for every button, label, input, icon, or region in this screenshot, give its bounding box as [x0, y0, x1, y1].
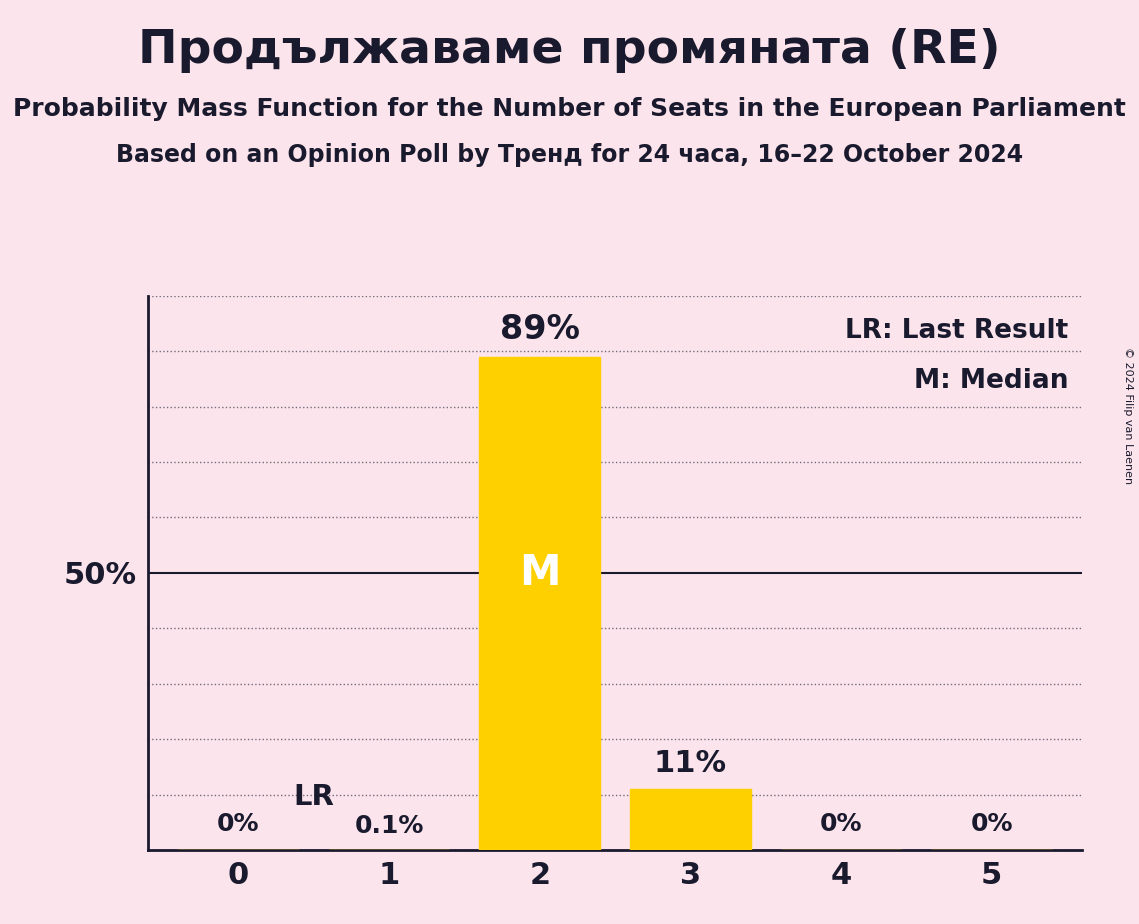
Text: 11%: 11% — [654, 749, 727, 778]
Text: Based on an Opinion Poll by Тренд for 24 часа, 16–22 October 2024: Based on an Opinion Poll by Тренд for 24… — [116, 143, 1023, 167]
Text: 0%: 0% — [218, 812, 260, 836]
Text: 0.1%: 0.1% — [354, 814, 424, 838]
Text: LR: Last Result: LR: Last Result — [845, 318, 1068, 344]
Text: Probability Mass Function for the Number of Seats in the European Parliament: Probability Mass Function for the Number… — [13, 97, 1126, 121]
Text: M: Median: M: Median — [913, 368, 1068, 394]
Text: M: M — [519, 552, 560, 594]
Text: LR: LR — [294, 784, 334, 811]
Text: 0%: 0% — [970, 812, 1013, 836]
Text: © 2024 Filip van Laenen: © 2024 Filip van Laenen — [1123, 347, 1133, 484]
Text: 89%: 89% — [500, 312, 580, 346]
Bar — [630, 789, 751, 850]
Text: 0%: 0% — [820, 812, 862, 836]
Bar — [480, 357, 600, 850]
Text: Продължаваме промяната (RE): Продължаваме промяната (RE) — [138, 28, 1001, 73]
